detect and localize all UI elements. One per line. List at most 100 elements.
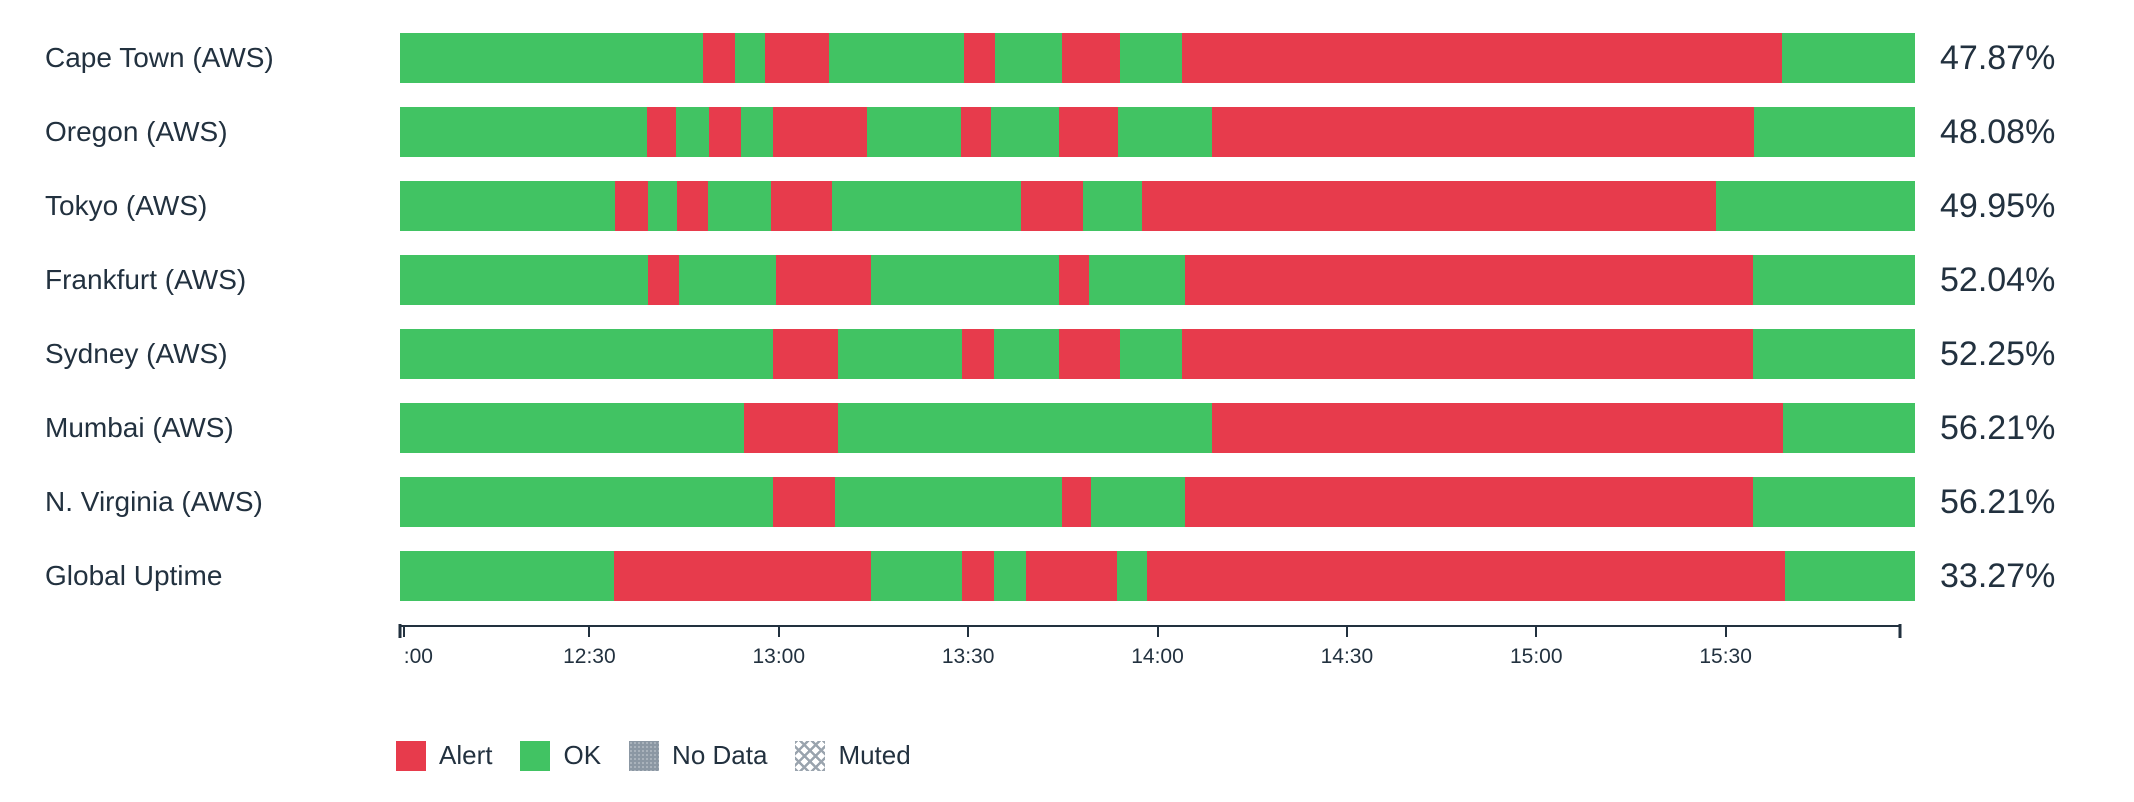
axis-tick-label: 12:30 xyxy=(563,645,616,668)
status-segment-alert[interactable] xyxy=(963,33,996,83)
status-segment-alert[interactable] xyxy=(765,33,829,83)
status-segment-ok[interactable] xyxy=(400,551,614,601)
status-segment-ok[interactable] xyxy=(740,107,773,157)
status-segment-ok[interactable] xyxy=(400,33,703,83)
uptime-value: 49.95% xyxy=(1940,187,2056,225)
status-segment-alert[interactable] xyxy=(1211,107,1755,157)
status-bar[interactable] xyxy=(400,33,1915,83)
status-segment-alert[interactable] xyxy=(677,181,708,231)
status-segment-ok[interactable] xyxy=(400,181,616,231)
status-segment-alert[interactable] xyxy=(1062,33,1120,83)
status-segment-alert[interactable] xyxy=(1025,551,1117,601)
legend-item-alert[interactable]: Alert xyxy=(396,740,492,771)
status-segment-alert[interactable] xyxy=(1058,107,1119,157)
status-segment-ok[interactable] xyxy=(400,329,773,379)
status-segment-ok[interactable] xyxy=(871,551,963,601)
status-segment-alert[interactable] xyxy=(1184,255,1753,305)
axis-tick xyxy=(967,627,970,637)
status-segment-ok[interactable] xyxy=(1752,255,1915,305)
status-segment-alert[interactable] xyxy=(962,329,994,379)
status-segment-ok[interactable] xyxy=(734,33,766,83)
status-segment-ok[interactable] xyxy=(995,33,1063,83)
uptime-value: 52.04% xyxy=(1940,261,2056,299)
status-segment-alert[interactable] xyxy=(962,551,994,601)
status-segment-ok[interactable] xyxy=(675,107,710,157)
status-segment-ok[interactable] xyxy=(1783,403,1915,453)
status-segment-ok[interactable] xyxy=(866,107,961,157)
axis-tick-label: 15:30 xyxy=(1699,645,1752,668)
status-segment-ok[interactable] xyxy=(1119,33,1182,83)
status-bar[interactable] xyxy=(400,255,1915,305)
status-segment-alert[interactable] xyxy=(1059,255,1090,305)
legend-swatch xyxy=(520,740,551,771)
status-segment-alert[interactable] xyxy=(1146,551,1785,601)
axis-tick-label: 13:30 xyxy=(941,645,995,668)
status-segment-alert[interactable] xyxy=(703,33,735,83)
status-segment-alert[interactable] xyxy=(772,107,867,157)
status-segment-ok[interactable] xyxy=(1752,329,1915,379)
status-segment-alert[interactable] xyxy=(646,107,676,157)
legend-item-no_data[interactable]: No Data xyxy=(629,740,767,771)
status-row: Tokyo (AWS) 49.95% xyxy=(0,181,2134,231)
status-segment-ok[interactable] xyxy=(678,255,776,305)
status-segment-ok[interactable] xyxy=(828,33,964,83)
status-segment-ok[interactable] xyxy=(1089,255,1185,305)
status-segment-alert[interactable] xyxy=(772,329,838,379)
status-segment-ok[interactable] xyxy=(1784,551,1915,601)
status-segment-ok[interactable] xyxy=(1752,477,1915,527)
status-bar[interactable] xyxy=(400,329,1915,379)
status-segment-alert[interactable] xyxy=(648,255,679,305)
status-segment-alert[interactable] xyxy=(615,181,649,231)
legend-item-muted[interactable]: Muted xyxy=(795,740,911,771)
status-segment-ok[interactable] xyxy=(990,107,1059,157)
status-segment-alert[interactable] xyxy=(771,181,832,231)
axis-tick xyxy=(1724,627,1727,637)
status-segment-ok[interactable] xyxy=(1118,107,1212,157)
status-segment-alert[interactable] xyxy=(743,403,838,453)
uptime-value: 33.27% xyxy=(1940,557,2056,595)
status-segment-alert[interactable] xyxy=(772,477,835,527)
status-segment-alert[interactable] xyxy=(1142,181,1717,231)
status-segment-alert[interactable] xyxy=(1181,33,1782,83)
status-bar[interactable] xyxy=(400,403,1915,453)
status-segment-alert[interactable] xyxy=(613,551,872,601)
status-segment-alert[interactable] xyxy=(960,107,991,157)
status-segment-ok[interactable] xyxy=(707,181,772,231)
status-segment-ok[interactable] xyxy=(837,403,1213,453)
status-segment-ok[interactable] xyxy=(993,551,1026,601)
status-segment-alert[interactable] xyxy=(1021,181,1084,231)
status-bar[interactable] xyxy=(400,477,1915,527)
status-segment-ok[interactable] xyxy=(834,477,1063,527)
status-segment-alert[interactable] xyxy=(775,255,872,305)
status-segment-ok[interactable] xyxy=(1090,477,1185,527)
status-segment-ok[interactable] xyxy=(1716,181,1915,231)
status-segment-alert[interactable] xyxy=(1184,477,1753,527)
status-segment-ok[interactable] xyxy=(993,329,1059,379)
status-segment-ok[interactable] xyxy=(648,181,678,231)
status-segment-ok[interactable] xyxy=(400,477,773,527)
status-segment-ok[interactable] xyxy=(871,255,1059,305)
status-segment-alert[interactable] xyxy=(1181,329,1753,379)
status-bar[interactable] xyxy=(400,181,1915,231)
status-segment-ok[interactable] xyxy=(1754,107,1915,157)
status-segment-ok[interactable] xyxy=(400,107,647,157)
status-segment-ok[interactable] xyxy=(831,181,1022,231)
status-segment-ok[interactable] xyxy=(1781,33,1915,83)
status-segment-alert[interactable] xyxy=(1062,477,1091,527)
status-segment-ok[interactable] xyxy=(400,403,744,453)
status-segment-ok[interactable] xyxy=(1119,329,1182,379)
status-segment-ok[interactable] xyxy=(1116,551,1147,601)
status-segment-alert[interactable] xyxy=(1059,329,1120,379)
row-label: Frankfurt (AWS) xyxy=(45,264,247,295)
status-segment-alert[interactable] xyxy=(1212,403,1784,453)
status-bar[interactable] xyxy=(400,107,1915,157)
status-segment-ok[interactable] xyxy=(400,255,649,305)
status-bar[interactable] xyxy=(400,551,1915,601)
status-segment-ok[interactable] xyxy=(1083,181,1143,231)
status-segment-alert[interactable] xyxy=(709,107,741,157)
status-segment-ok[interactable] xyxy=(837,329,963,379)
row-label: N. Virginia (AWS) xyxy=(45,486,263,517)
row-label: Oregon (AWS) xyxy=(45,116,228,147)
legend-item-ok[interactable]: OK xyxy=(520,740,601,771)
